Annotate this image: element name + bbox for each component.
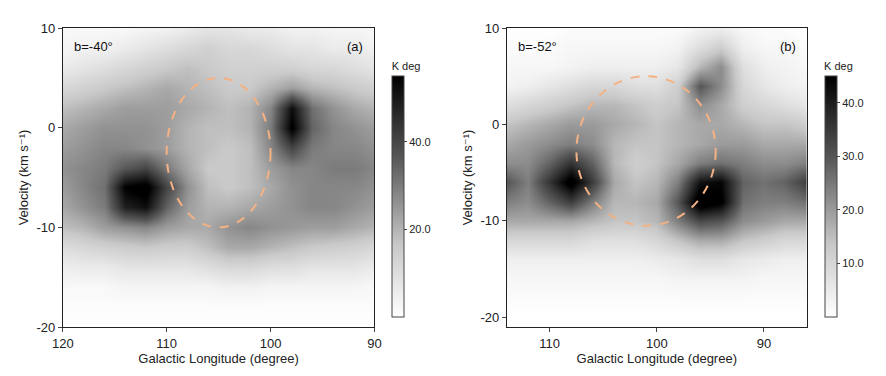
svg-text:-10: -10 xyxy=(36,220,55,235)
svg-text:40.0: 40.0 xyxy=(842,97,863,109)
svg-text:40.0: 40.0 xyxy=(409,136,430,148)
svg-text:10: 10 xyxy=(485,21,499,36)
svg-text:-20: -20 xyxy=(480,310,499,325)
svg-text:b=-40°: b=-40° xyxy=(74,39,113,54)
svg-text:30.0: 30.0 xyxy=(842,150,863,162)
svg-text:Galactic Longitude (degree): Galactic Longitude (degree) xyxy=(138,351,298,366)
svg-text:K deg: K deg xyxy=(824,60,853,72)
svg-text:100: 100 xyxy=(260,336,282,351)
svg-text:0: 0 xyxy=(48,120,55,135)
svg-text:Velocity (km s⁻¹): Velocity (km s⁻¹) xyxy=(16,130,31,226)
svg-text:b=-52°: b=-52° xyxy=(518,39,557,54)
svg-text:120: 120 xyxy=(52,336,74,351)
svg-text:(a): (a) xyxy=(347,39,363,54)
svg-text:20.0: 20.0 xyxy=(842,204,863,216)
svg-text:Velocity (km s⁻¹): Velocity (km s⁻¹) xyxy=(460,130,475,226)
svg-text:(b): (b) xyxy=(780,39,796,54)
svg-text:100: 100 xyxy=(646,336,668,351)
svg-text:20.0: 20.0 xyxy=(409,223,430,235)
svg-text:10.0: 10.0 xyxy=(842,257,863,269)
svg-text:90: 90 xyxy=(367,336,381,351)
svg-text:-20: -20 xyxy=(36,320,55,335)
svg-text:110: 110 xyxy=(156,336,177,351)
svg-text:10: 10 xyxy=(41,21,55,36)
svg-text:K deg: K deg xyxy=(392,60,421,72)
svg-text:90: 90 xyxy=(757,336,771,351)
svg-text:110: 110 xyxy=(539,336,560,351)
svg-text:Galactic Longitude (degree): Galactic Longitude (degree) xyxy=(577,351,737,366)
svg-text:-10: -10 xyxy=(480,213,499,228)
svg-text:0: 0 xyxy=(492,117,499,132)
